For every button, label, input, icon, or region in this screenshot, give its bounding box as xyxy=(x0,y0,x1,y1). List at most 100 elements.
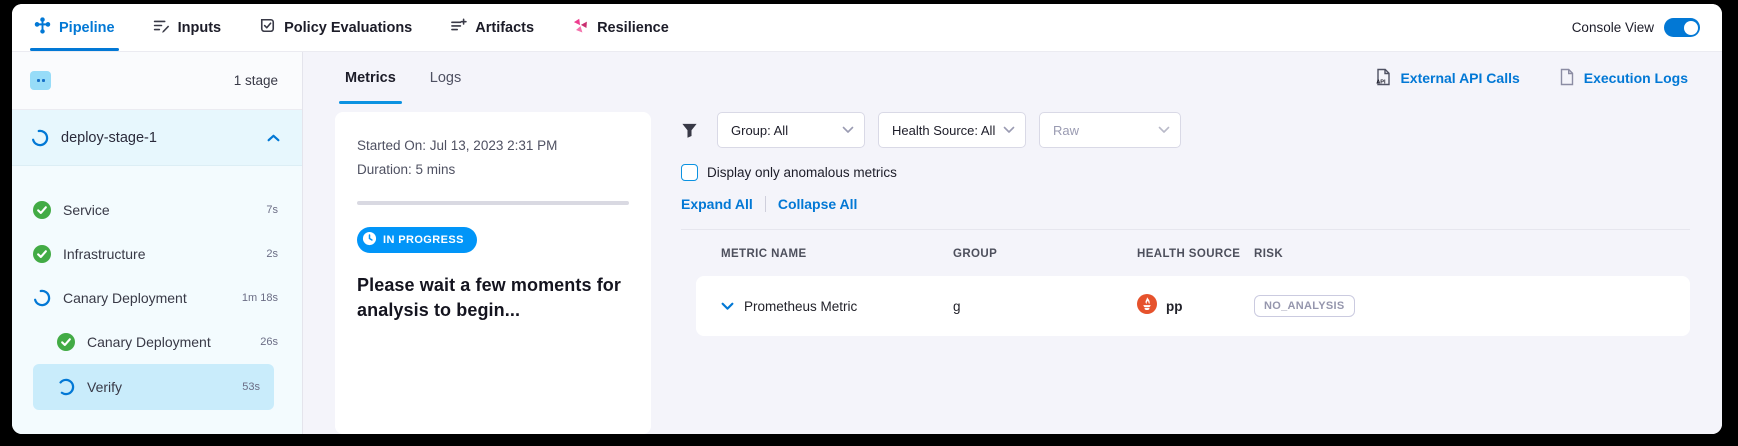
sidebar-step-canary-deployment-group[interactable]: Canary Deployment 1m 18s xyxy=(12,276,302,320)
shield-check-icon xyxy=(259,17,276,38)
top-nav: Pipeline Inputs Policy Evaluations Artif… xyxy=(12,4,1722,52)
step-label: Verify xyxy=(87,379,123,395)
anomalous-metrics-checkbox[interactable] xyxy=(681,164,698,181)
external-api-calls-label: External API Calls xyxy=(1400,70,1520,86)
api-document-icon: API xyxy=(1374,68,1392,89)
progress-bar xyxy=(357,201,629,206)
metric-name-cell: Prometheus Metric xyxy=(721,299,953,314)
nav-tab-pipeline[interactable]: Pipeline xyxy=(30,4,119,51)
stages-icon[interactable] xyxy=(30,71,51,90)
execution-logs-label: Execution Logs xyxy=(1583,70,1688,86)
health-source-filter-value: Health Source: All xyxy=(892,122,996,138)
sidebar-step-service[interactable]: Service 7s xyxy=(12,188,302,232)
success-check-icon xyxy=(57,333,75,351)
anomalous-metrics-label: Display only anomalous metrics xyxy=(707,165,897,180)
chevron-down-icon xyxy=(1158,126,1170,133)
nav-items: Pipeline Inputs Policy Evaluations Artif… xyxy=(30,4,669,51)
filter-funnel-icon[interactable] xyxy=(681,122,698,139)
nav-tab-label: Artifacts xyxy=(475,19,535,36)
step-duration: 26s xyxy=(260,336,278,348)
metric-name: Prometheus Metric xyxy=(744,298,858,314)
pipeline-icon xyxy=(34,17,51,38)
resilience-chaos-icon xyxy=(572,17,589,38)
sidebar-step-verify[interactable]: Verify 53s xyxy=(33,364,274,410)
raw-filter-value: Raw xyxy=(1053,122,1080,138)
tab-label: Logs xyxy=(429,70,462,86)
raw-filter-select[interactable]: Raw xyxy=(1039,112,1181,148)
step-duration: 53s xyxy=(242,381,260,393)
console-view-label: Console View xyxy=(1571,20,1654,35)
risk-cell: NO_ANALYSIS xyxy=(1254,295,1690,317)
nav-tab-label: Policy Evaluations xyxy=(284,19,413,36)
expand-collapse-row: Expand All Collapse All xyxy=(681,196,1690,212)
app-window: Pipeline Inputs Policy Evaluations Artif… xyxy=(12,4,1722,434)
anomalous-metrics-filter: Display only anomalous metrics xyxy=(681,164,1690,181)
step-duration: 7s xyxy=(266,204,278,216)
nav-tab-inputs[interactable]: Inputs xyxy=(153,4,222,51)
expand-all-link[interactable]: Expand All xyxy=(681,196,753,212)
execution-logs-button[interactable]: Execution Logs xyxy=(1558,68,1688,89)
console-view-toggle[interactable] xyxy=(1664,18,1700,37)
health-source-filter-select[interactable]: Health Source: All xyxy=(878,112,1026,148)
step-list: Service 7s Infrastructure 2s Canary Depl… xyxy=(12,166,302,410)
chevron-up-icon[interactable] xyxy=(267,129,280,147)
running-spinner-icon xyxy=(31,129,49,146)
analysis-status-card: Started On: Jul 13, 2023 2:31 PM Duratio… xyxy=(335,112,651,434)
in-progress-label: IN PROGRESS xyxy=(383,234,464,247)
tab-metrics[interactable]: Metrics xyxy=(339,52,402,104)
risk-badge: NO_ANALYSIS xyxy=(1254,295,1355,317)
sidebar-step-canary-deployment[interactable]: Canary Deployment 26s xyxy=(12,320,302,364)
tab-bar-links: API External API Calls Execution Logs xyxy=(1374,68,1688,89)
nav-tab-label: Inputs xyxy=(177,19,222,36)
main-panel: Metrics Logs API External API Calls xyxy=(303,52,1722,434)
tab-label: Metrics xyxy=(345,70,396,86)
duration-text: Duration: 5 mins xyxy=(357,161,456,177)
sidebar-header: 1 stage xyxy=(12,52,302,110)
health-source-name: pp xyxy=(1166,298,1183,314)
collapse-all-link[interactable]: Collapse All xyxy=(777,196,858,212)
table-row-prometheus-metric[interactable]: Prometheus Metric g pp NO_ANALYSIS xyxy=(696,276,1690,336)
step-label: Canary Deployment xyxy=(63,290,187,306)
nav-tab-artifacts[interactable]: Artifacts xyxy=(450,4,534,51)
nav-tab-policy-evaluations[interactable]: Policy Evaluations xyxy=(259,4,412,51)
prometheus-icon xyxy=(1137,293,1157,319)
group-filter-value: Group: All xyxy=(731,122,789,138)
started-on-text: Started On: Jul 13, 2023 2:31 PM xyxy=(357,138,558,153)
clock-icon xyxy=(362,231,377,249)
metrics-panel: Group: All Health Source: All Raw xyxy=(681,112,1690,434)
metric-group: g xyxy=(953,298,961,314)
step-label: Service xyxy=(63,202,110,218)
running-spinner-icon xyxy=(33,289,51,307)
external-api-calls-button[interactable]: API External API Calls xyxy=(1374,68,1520,89)
execution-sidebar: 1 stage deploy-stage-1 Service 7s Infras… xyxy=(12,52,303,434)
inputs-icon xyxy=(153,17,170,38)
chevron-down-icon xyxy=(842,126,854,133)
nav-tab-label: Pipeline xyxy=(59,19,115,36)
stage-name: deploy-stage-1 xyxy=(61,129,157,146)
divider xyxy=(764,196,766,212)
in-progress-badge: IN PROGRESS xyxy=(357,227,477,254)
running-spinner-icon xyxy=(57,378,75,396)
wait-message: Please wait a few moments for analysis t… xyxy=(357,275,621,321)
tab-bar: Metrics Logs API External API Calls xyxy=(303,52,1722,104)
step-label: Canary Deployment xyxy=(87,334,211,350)
chevron-down-icon[interactable] xyxy=(721,300,734,313)
group-filter-select[interactable]: Group: All xyxy=(717,112,865,148)
stage-count: 1 stage xyxy=(233,73,278,88)
step-label: Infrastructure xyxy=(63,246,146,262)
col-header-group: GROUP xyxy=(953,248,998,260)
nav-tab-resilience[interactable]: Resilience xyxy=(572,4,669,51)
col-header-health-source: HEALTH SOURCE xyxy=(1137,248,1241,260)
step-duration: 2s xyxy=(266,248,278,260)
sidebar-step-infrastructure[interactable]: Infrastructure 2s xyxy=(12,232,302,276)
col-header-metric-name: METRIC NAME xyxy=(721,248,807,260)
col-header-risk: RISK xyxy=(1254,248,1284,260)
svg-text:API: API xyxy=(1377,79,1387,85)
tab-logs[interactable]: Logs xyxy=(430,52,461,104)
toggle-knob xyxy=(1683,20,1698,35)
metrics-table-header: METRIC NAME GROUP HEALTH SOURCE RISK xyxy=(681,230,1690,276)
filter-row: Group: All Health Source: All Raw xyxy=(681,112,1690,148)
sidebar-stage-deploy-stage-1[interactable]: deploy-stage-1 xyxy=(12,110,302,166)
step-duration: 1m 18s xyxy=(241,292,278,304)
nav-tab-label: Resilience xyxy=(597,19,669,36)
